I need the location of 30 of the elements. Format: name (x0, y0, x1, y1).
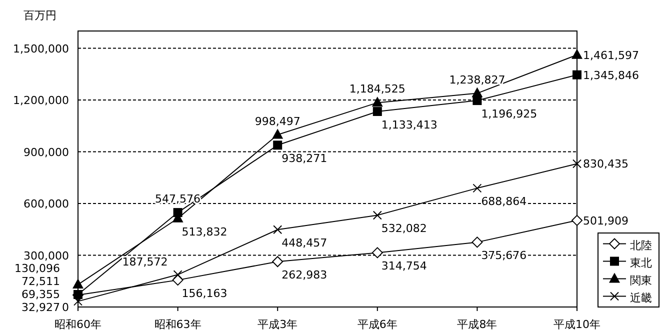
point (72, 278, 84, 289)
ylabel: 百万円 (24, 9, 56, 22)
point (572, 48, 582, 59)
ytick: 600,000 (24, 198, 69, 210)
point (372, 210, 382, 220)
xtick: 昭和63年 (154, 318, 202, 331)
point (273, 140, 282, 150)
point (472, 87, 483, 98)
point (572, 159, 582, 168)
point (472, 184, 482, 193)
point (173, 270, 182, 280)
point (372, 96, 383, 107)
point (273, 225, 282, 234)
ytick: 1,200,000 (13, 94, 69, 107)
xtick: 昭和60年 (54, 318, 102, 331)
ytick: 300,000 (24, 249, 69, 262)
point (572, 214, 582, 226)
ytick: 900,000 (24, 146, 69, 159)
xtick: 平成8年 (457, 318, 498, 331)
ytick: 1,500,000 (13, 42, 69, 56)
point (472, 236, 483, 248)
xtick: 平成3年 (258, 318, 298, 331)
point (372, 247, 383, 258)
ytick: 0 (62, 301, 69, 314)
xtick: 平成6年 (357, 318, 398, 331)
xtick: 平成10年 (554, 318, 600, 331)
point (272, 128, 284, 139)
point (272, 256, 284, 268)
point (372, 106, 382, 116)
point (572, 70, 582, 80)
